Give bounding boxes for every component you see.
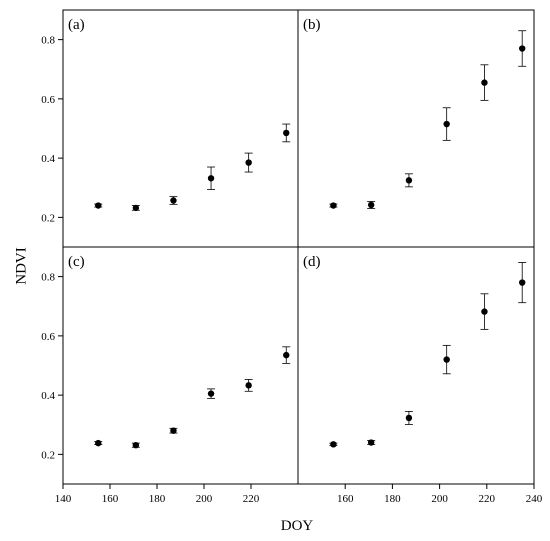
data-point bbox=[367, 201, 375, 209]
x-tick-label: 200 bbox=[431, 493, 448, 505]
y-tick-label: 0.2 bbox=[41, 212, 55, 224]
data-point bbox=[405, 414, 413, 422]
data-point bbox=[245, 382, 252, 389]
panel-label: (b) bbox=[303, 17, 321, 33]
y-tick-label: 0.2 bbox=[41, 449, 55, 461]
data-point bbox=[481, 79, 488, 86]
data-point bbox=[367, 439, 375, 446]
y-axis-title: NDVI bbox=[13, 247, 29, 285]
x-axis-title: DOY bbox=[281, 518, 314, 534]
data-point bbox=[481, 308, 488, 315]
data-point bbox=[283, 129, 290, 137]
y-tick-label: 0.4 bbox=[41, 390, 55, 402]
panel-label: (c) bbox=[68, 254, 85, 270]
data-point bbox=[132, 204, 140, 212]
y-tick-label: 0.6 bbox=[41, 331, 55, 343]
data-point bbox=[283, 351, 290, 359]
x-tick-label: 160 bbox=[337, 493, 354, 505]
panel-label: (d) bbox=[303, 254, 321, 270]
data-point bbox=[207, 175, 215, 182]
data-point bbox=[95, 439, 102, 447]
data-point bbox=[519, 45, 526, 52]
y-tick-label: 0.6 bbox=[41, 94, 55, 106]
x-tick-label: 240 bbox=[526, 493, 543, 505]
data-point bbox=[245, 159, 252, 166]
panels-group: 0.2 0.4 0.6 0.8 0.2 0.4 0.6 0.8 140 160 180 200 220 1… bbox=[41, 9, 543, 505]
x-tick-label: 200 bbox=[196, 493, 213, 505]
x-tick-label: 180 bbox=[384, 493, 401, 505]
y-tick-label: 0.8 bbox=[41, 35, 55, 47]
panel-label: (a) bbox=[68, 17, 85, 33]
y-tick-label: 0.4 bbox=[41, 153, 55, 165]
data-point bbox=[207, 390, 215, 397]
x-tick-label: 140 bbox=[55, 493, 72, 505]
data-point bbox=[95, 202, 102, 209]
data-point bbox=[132, 441, 140, 449]
x-tick-label: 220 bbox=[479, 493, 496, 505]
data-point bbox=[443, 356, 450, 363]
data-point bbox=[330, 441, 337, 448]
data-point bbox=[170, 197, 177, 204]
data-point bbox=[330, 202, 337, 209]
x-tick-label: 180 bbox=[149, 493, 166, 505]
data-point bbox=[519, 279, 526, 286]
data-point bbox=[443, 120, 450, 128]
data-point bbox=[170, 427, 177, 434]
data-point bbox=[405, 177, 413, 184]
x-tick-label: 160 bbox=[102, 493, 119, 505]
y-tick-label: 0.8 bbox=[41, 272, 55, 284]
x-tick-label: 220 bbox=[243, 493, 260, 505]
